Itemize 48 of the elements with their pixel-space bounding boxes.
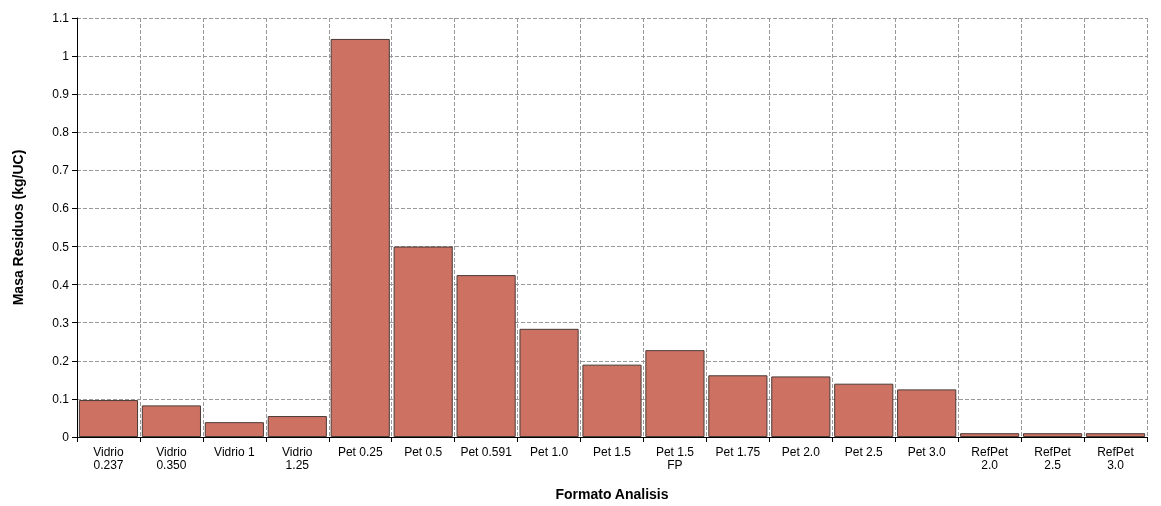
y-tick-label: 0.1 <box>52 391 70 406</box>
x-tick-label: RefPet 2.0 <box>971 444 1009 472</box>
bar <box>78 400 139 437</box>
y-tick-label: 0.2 <box>52 353 70 368</box>
y-tick-label: 0.6 <box>52 201 70 216</box>
x-tick-label: Pet 2.0 <box>781 444 821 459</box>
bar <box>141 405 201 437</box>
bar <box>519 328 579 437</box>
x-tick-label: Pet 2.5 <box>844 444 884 459</box>
y-tick-label: 0.4 <box>52 277 70 292</box>
y-tick-label: 0.7 <box>52 163 70 178</box>
x-tick-label: Pet 1.5 <box>592 444 632 459</box>
bar <box>582 364 642 437</box>
x-tick-label: Pet 1.5 FP <box>655 444 695 472</box>
bar <box>456 275 516 437</box>
x-tick-label: Vidrio 0.237 <box>93 444 125 472</box>
x-tick-label: Pet 0.25 <box>337 444 383 459</box>
bar <box>1085 433 1146 437</box>
y-tick-label: 0.9 <box>52 87 70 102</box>
bar <box>897 389 957 437</box>
x-tick-label: Vidrio 0.350 <box>156 444 187 472</box>
x-tick-label: Pet 0.591 <box>460 444 513 459</box>
x-tick-label: Vidrio 1.25 <box>282 444 313 472</box>
x-tick-label: Pet 3.0 <box>907 444 947 459</box>
bar <box>645 350 705 437</box>
bar <box>330 38 390 437</box>
y-tick-label: 0.8 <box>52 125 70 140</box>
y-tick-label: 0.5 <box>52 239 70 254</box>
bar <box>204 422 264 437</box>
bar <box>1023 433 1083 437</box>
y-tick-label: 0.3 <box>52 315 70 330</box>
x-tick-label: RefPet 3.0 <box>1097 444 1135 472</box>
bar <box>960 433 1020 437</box>
x-tick-label: RefPet 2.5 <box>1034 444 1072 472</box>
x-tick-label: Vidrio 1 <box>214 444 255 459</box>
bar <box>267 416 327 437</box>
y-tick-label: 1.1 <box>52 11 70 25</box>
y-tick-label: 0 <box>62 430 70 444</box>
bar <box>771 376 831 437</box>
y-axis-title: Masa Residuos (kg/UC) <box>10 149 26 306</box>
x-axis-title: Formato Analisis <box>555 486 669 502</box>
x-tick-label: Pet 1.75 <box>715 444 761 459</box>
bar <box>393 246 453 437</box>
bar <box>834 383 894 437</box>
y-tick-label: 1 <box>62 49 70 64</box>
x-tick-label: Pet 0.5 <box>404 444 443 459</box>
bar <box>708 375 768 437</box>
x-tick-label: Pet 1.0 <box>530 444 569 459</box>
